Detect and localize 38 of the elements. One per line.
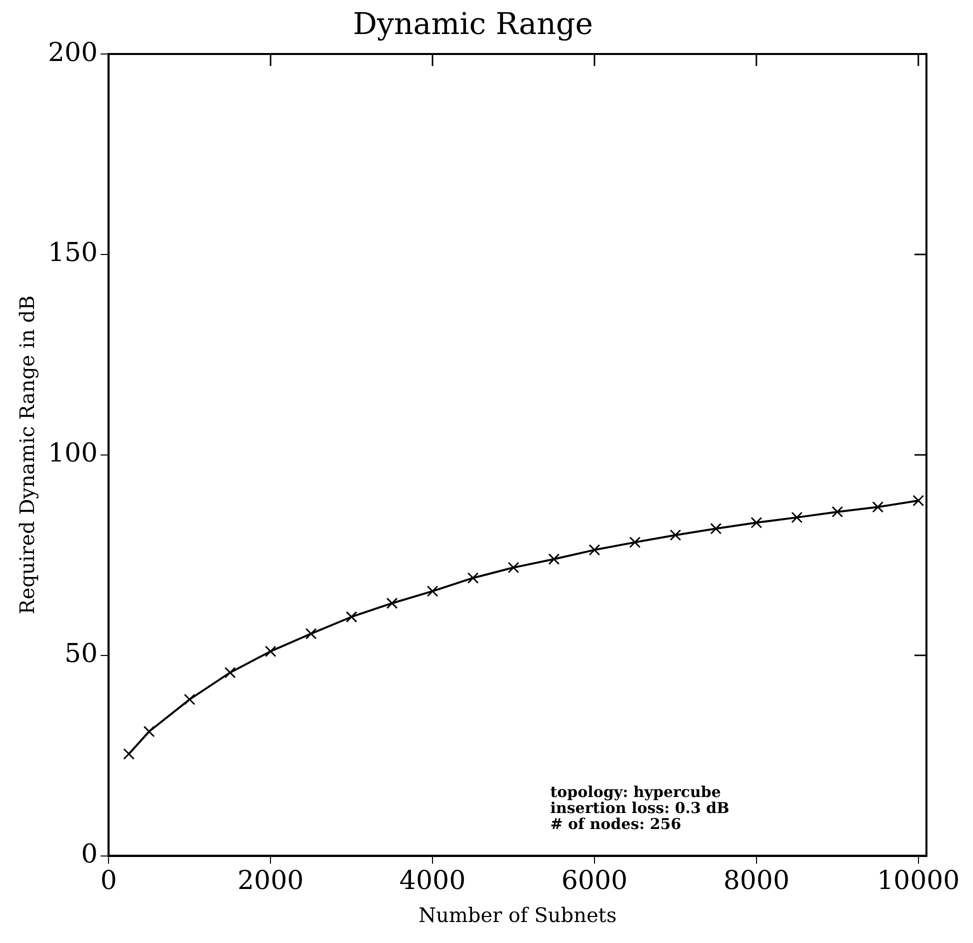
point bbox=[224, 666, 236, 678]
x-tick-label: 4000 bbox=[399, 866, 466, 896]
x-tick-label: 10000 bbox=[876, 866, 960, 896]
point bbox=[264, 646, 276, 658]
x-tick-label: 6000 bbox=[561, 866, 628, 896]
point bbox=[832, 506, 844, 518]
y-axis-title: Required Dynamic Range in dB bbox=[15, 295, 40, 614]
point bbox=[872, 501, 884, 513]
x-tick-label: 0 bbox=[100, 866, 117, 896]
annotation: topology: hypercube bbox=[550, 783, 721, 802]
point bbox=[791, 512, 803, 524]
point bbox=[548, 553, 560, 565]
chart-title: Dynamic Range bbox=[352, 6, 594, 42]
y-tick-label: 50 bbox=[64, 639, 98, 670]
annotation: insertion loss: 0.3 dB bbox=[550, 799, 730, 818]
annotation: # of nodes: 256 bbox=[550, 815, 682, 834]
y-tick-label: 100 bbox=[48, 438, 98, 469]
point bbox=[912, 494, 924, 506]
x-axis-title: Number of Subnets bbox=[418, 903, 617, 928]
point bbox=[184, 694, 196, 706]
point bbox=[710, 522, 722, 534]
x-tick-label: 2000 bbox=[237, 866, 304, 896]
point bbox=[467, 572, 479, 584]
y-tick-label: 150 bbox=[48, 238, 98, 268]
x-tick-label: 8000 bbox=[723, 866, 790, 896]
y-tick-label: 200 bbox=[48, 38, 98, 68]
point bbox=[750, 516, 762, 528]
point bbox=[670, 529, 682, 541]
point bbox=[426, 586, 438, 597]
point bbox=[123, 748, 135, 760]
point bbox=[629, 536, 641, 548]
point bbox=[305, 628, 317, 640]
point bbox=[588, 544, 600, 556]
point bbox=[346, 611, 358, 623]
point bbox=[386, 598, 398, 609]
point bbox=[508, 562, 520, 574]
y-tick-label: 0 bbox=[81, 840, 98, 870]
point bbox=[143, 726, 155, 738]
